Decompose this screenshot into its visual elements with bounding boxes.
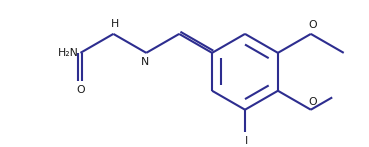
Text: O: O [308,97,317,107]
Text: H: H [111,19,120,29]
Text: N: N [141,57,149,67]
Text: I: I [244,136,248,146]
Text: H₂N: H₂N [58,48,79,58]
Text: O: O [308,20,317,30]
Text: O: O [76,85,85,95]
